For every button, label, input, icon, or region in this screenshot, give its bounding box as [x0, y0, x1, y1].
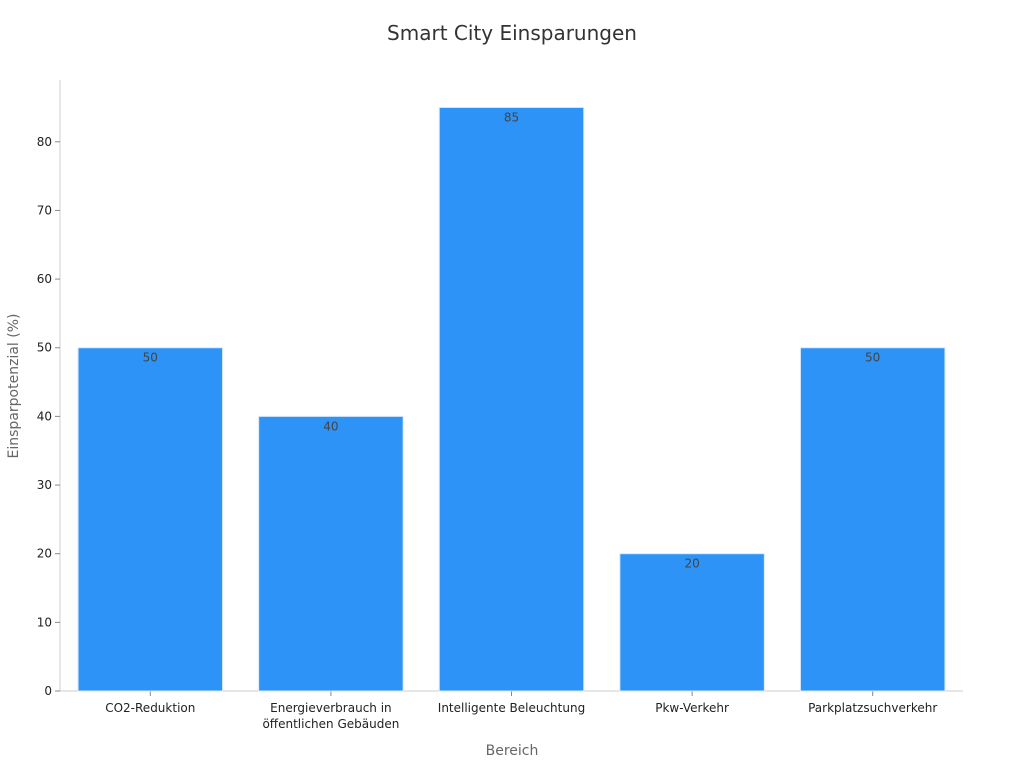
x-tick-label-line: Energieverbrauch in [270, 701, 392, 715]
x-tick-label-line: öffentlichen Gebäuden [262, 717, 399, 731]
y-tick-label: 40 [37, 409, 52, 423]
y-tick-label: 30 [37, 478, 52, 492]
bar-value-label: 50 [865, 351, 880, 365]
bar-value-label: 50 [143, 351, 158, 365]
x-tick-label: CO2-Reduktion [105, 701, 195, 715]
bar [258, 415, 404, 692]
y-tick-label: 20 [37, 547, 52, 561]
x-tick-label-line: Intelligente Beleuchtung [438, 701, 585, 715]
bar [438, 106, 585, 692]
chart-title: Smart City Einsparungen [387, 21, 637, 45]
bar-value-label: 85 [504, 110, 519, 124]
x-tick-label: Parkplatzsuchverkehr [808, 701, 937, 715]
x-tick-label-line: Parkplatzsuchverkehr [808, 701, 937, 715]
x-tick-label-line: Pkw-Verkehr [655, 701, 729, 715]
y-tick-label: 0 [44, 684, 52, 698]
bar-value-label: 40 [323, 419, 338, 433]
bar [619, 553, 765, 692]
y-tick-label: 60 [37, 272, 52, 286]
y-tick-label: 80 [37, 135, 52, 149]
x-tick-label: Pkw-Verkehr [655, 701, 729, 715]
y-tick-label: 10 [37, 615, 52, 629]
x-axis-title: Bereich [486, 743, 539, 759]
bars [77, 106, 946, 692]
y-tick-label: 70 [37, 203, 52, 217]
y-axis-title: Einsparpotenzial (%) [6, 314, 22, 459]
bar [77, 347, 224, 692]
x-tick-label: Energieverbrauch in öffentlichen Gebäuden [262, 701, 399, 731]
x-tick-label: Intelligente Beleuchtung [438, 701, 585, 715]
bar-value-label: 20 [684, 557, 699, 571]
labels: 0 10 20 30 40 50 60 70 80 50 CO2-Reduktion 40 Energi… [37, 110, 938, 731]
x-tick-label-line: CO2-Reduktion [105, 701, 195, 715]
bar [799, 347, 946, 692]
y-tick-label: 50 [37, 341, 52, 355]
